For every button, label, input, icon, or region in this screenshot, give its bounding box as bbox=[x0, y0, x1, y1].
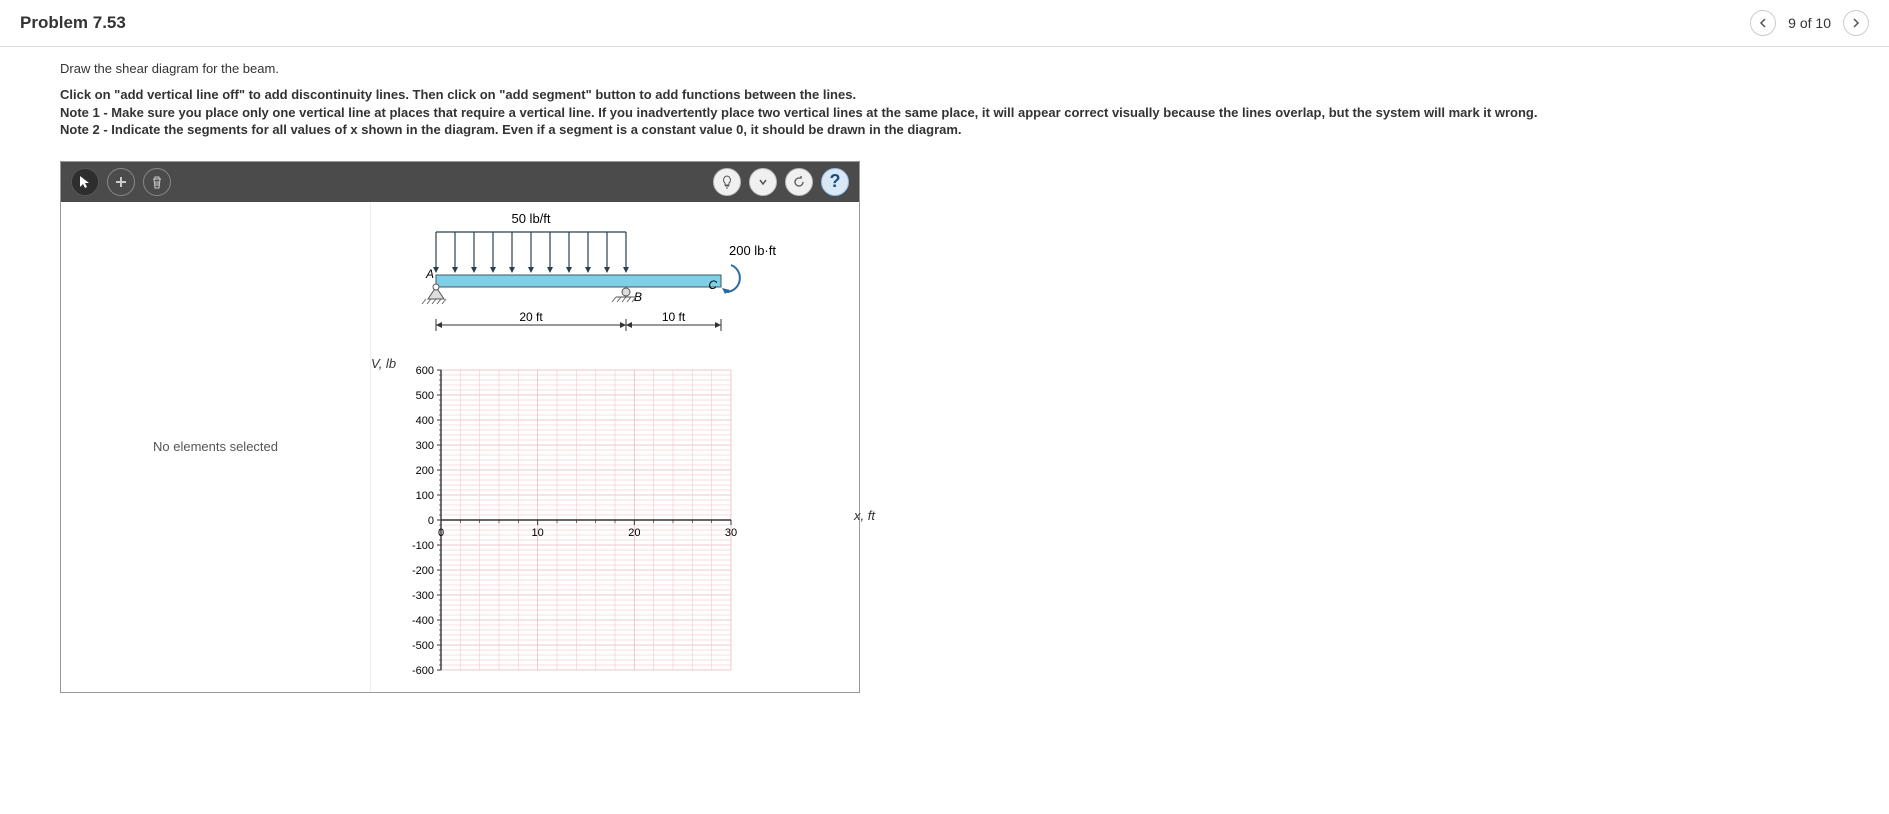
instructions: Click on "add vertical line off" to add … bbox=[60, 86, 1829, 139]
plus-icon bbox=[114, 175, 128, 189]
trash-icon bbox=[150, 175, 164, 189]
svg-text:100: 100 bbox=[416, 490, 434, 502]
selection-panel: No elements selected bbox=[61, 202, 371, 692]
svg-text:0: 0 bbox=[438, 527, 444, 539]
pointer-tool-button[interactable] bbox=[71, 168, 99, 196]
svg-text:-300: -300 bbox=[412, 590, 434, 602]
svg-text:20: 20 bbox=[628, 527, 640, 539]
editor-body: No elements selected 50 lb/ft200 lb·ftAB… bbox=[61, 202, 859, 692]
svg-text:600: 600 bbox=[416, 365, 434, 377]
pointer-icon bbox=[77, 174, 93, 190]
next-button[interactable] bbox=[1843, 10, 1869, 36]
hint-button[interactable] bbox=[713, 168, 741, 196]
svg-text:A: A bbox=[425, 267, 434, 281]
svg-text:200 lb·ft: 200 lb·ft bbox=[729, 243, 776, 258]
svg-text:-500: -500 bbox=[412, 640, 434, 652]
x-axis-label: x, ft bbox=[854, 508, 875, 523]
page-header: Problem 7.53 9 of 10 bbox=[0, 0, 1889, 47]
no-selection-text: No elements selected bbox=[153, 439, 278, 454]
svg-text:300: 300 bbox=[416, 440, 434, 452]
nav-group: 9 of 10 bbox=[1750, 10, 1869, 36]
svg-text:50 lb/ft: 50 lb/ft bbox=[511, 211, 550, 226]
svg-text:-600: -600 bbox=[412, 665, 434, 677]
svg-text:-400: -400 bbox=[412, 615, 434, 627]
toolbar-left bbox=[71, 168, 171, 196]
svg-text:20 ft: 20 ft bbox=[519, 310, 543, 324]
toolbar: ? bbox=[61, 162, 859, 202]
question-icon: ? bbox=[830, 171, 841, 192]
lightbulb-icon bbox=[720, 175, 734, 189]
prompt-text: Draw the shear diagram for the beam. bbox=[60, 61, 1829, 76]
editor: ? No elements selected 50 lb/ft 200 lb·ft… bbox=[60, 161, 860, 693]
svg-text:10: 10 bbox=[532, 527, 544, 539]
svg-text:C: C bbox=[708, 278, 717, 292]
nav-counter: 9 of 10 bbox=[1788, 15, 1831, 31]
toolbar-right: ? bbox=[713, 168, 849, 196]
redo-icon bbox=[792, 175, 806, 189]
svg-text:30: 30 bbox=[725, 527, 737, 539]
chart-area[interactable]: V, lb 6005004003002001000-100-200-300-40… bbox=[406, 360, 839, 683]
svg-text:500: 500 bbox=[416, 390, 434, 402]
svg-text:0: 0 bbox=[428, 515, 434, 527]
svg-text:10 ft: 10 ft bbox=[662, 310, 686, 324]
instruction-line-2: Note 1 - Make sure you place only one ve… bbox=[60, 104, 1829, 122]
svg-text:200: 200 bbox=[416, 465, 434, 477]
help-button[interactable]: ? bbox=[821, 168, 849, 196]
diagram-panel[interactable]: 50 lb/ft200 lb·ftABC20 ft10 ft V, lb 600… bbox=[371, 202, 859, 692]
y-axis-label: V, lb bbox=[371, 356, 396, 371]
svg-text:-100: -100 bbox=[412, 540, 434, 552]
add-button[interactable] bbox=[107, 168, 135, 196]
chevron-right-icon bbox=[1851, 18, 1861, 28]
prev-button[interactable] bbox=[1750, 10, 1776, 36]
dropdown-button[interactable] bbox=[749, 168, 777, 196]
content: Draw the shear diagram for the beam. Cli… bbox=[0, 47, 1889, 703]
instruction-line-1: Click on "add vertical line off" to add … bbox=[60, 86, 1829, 104]
instruction-line-3: Note 2 - Indicate the segments for all v… bbox=[60, 121, 1829, 139]
svg-text:-200: -200 bbox=[412, 565, 434, 577]
problem-title: Problem 7.53 bbox=[20, 13, 126, 33]
delete-button[interactable] bbox=[143, 168, 171, 196]
svg-text:400: 400 bbox=[416, 415, 434, 427]
reset-button[interactable] bbox=[785, 168, 813, 196]
chevron-down-icon bbox=[758, 177, 768, 187]
chevron-left-icon bbox=[1758, 18, 1768, 28]
beam-figure: 50 lb/ft200 lb·ftABC20 ft10 ft bbox=[406, 210, 839, 350]
